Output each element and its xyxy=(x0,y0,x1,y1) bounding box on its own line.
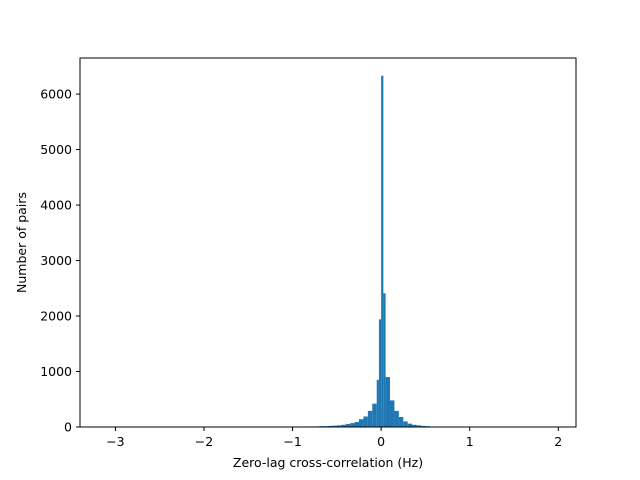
histogram-bar xyxy=(332,425,337,427)
histogram-bar xyxy=(412,424,417,427)
histogram-bar xyxy=(398,417,404,427)
histogram-bar xyxy=(381,75,384,427)
histogram-bar xyxy=(378,319,382,427)
y-tick-label: 1000 xyxy=(40,364,72,379)
histogram-bar xyxy=(390,400,395,427)
histogram-bar xyxy=(376,379,379,427)
histogram-bar xyxy=(341,424,346,427)
histogram-bar xyxy=(363,416,368,427)
plot-frame xyxy=(79,57,577,428)
histogram-bar xyxy=(359,419,364,427)
x-tick-label: 2 xyxy=(554,434,562,449)
histogram-bar xyxy=(336,425,342,427)
histogram-bars xyxy=(305,75,430,427)
x-tick-label: −1 xyxy=(283,434,301,449)
y-tick-label: 3000 xyxy=(40,253,72,268)
histogram-bar xyxy=(354,422,359,427)
x-axis-ticks: −3 −2 −1 0 1 2 xyxy=(106,427,562,449)
y-tick-label: 5000 xyxy=(40,142,72,157)
y-tick-label: 6000 xyxy=(40,87,72,102)
y-tick-label: 0 xyxy=(64,420,72,435)
histogram-bar xyxy=(328,425,333,427)
histogram-bar xyxy=(421,425,426,427)
histogram-bar xyxy=(385,377,390,427)
x-tick-label: 1 xyxy=(466,434,474,449)
histogram-bar xyxy=(416,425,421,427)
y-tick-label: 2000 xyxy=(40,309,72,324)
histogram-bar xyxy=(403,421,408,427)
y-axis-ticks: 0 1000 2000 3000 4000 5000 6000 xyxy=(40,87,80,435)
y-axis-label: Number of pairs xyxy=(14,192,29,293)
histogram-bar xyxy=(345,423,351,427)
histogram-bar xyxy=(372,403,377,427)
histogram-bar xyxy=(367,410,373,427)
histogram-bar xyxy=(350,423,355,427)
x-tick-label: 0 xyxy=(377,434,385,449)
histogram-bar xyxy=(383,293,386,427)
x-tick-label: −2 xyxy=(195,434,213,449)
histogram-bar xyxy=(394,410,399,427)
x-tick-label: −3 xyxy=(106,434,124,449)
y-tick-label: 4000 xyxy=(40,198,72,213)
histogram-bar xyxy=(407,423,413,427)
x-axis-label: Zero-lag cross-correlation (Hz) xyxy=(233,455,423,470)
